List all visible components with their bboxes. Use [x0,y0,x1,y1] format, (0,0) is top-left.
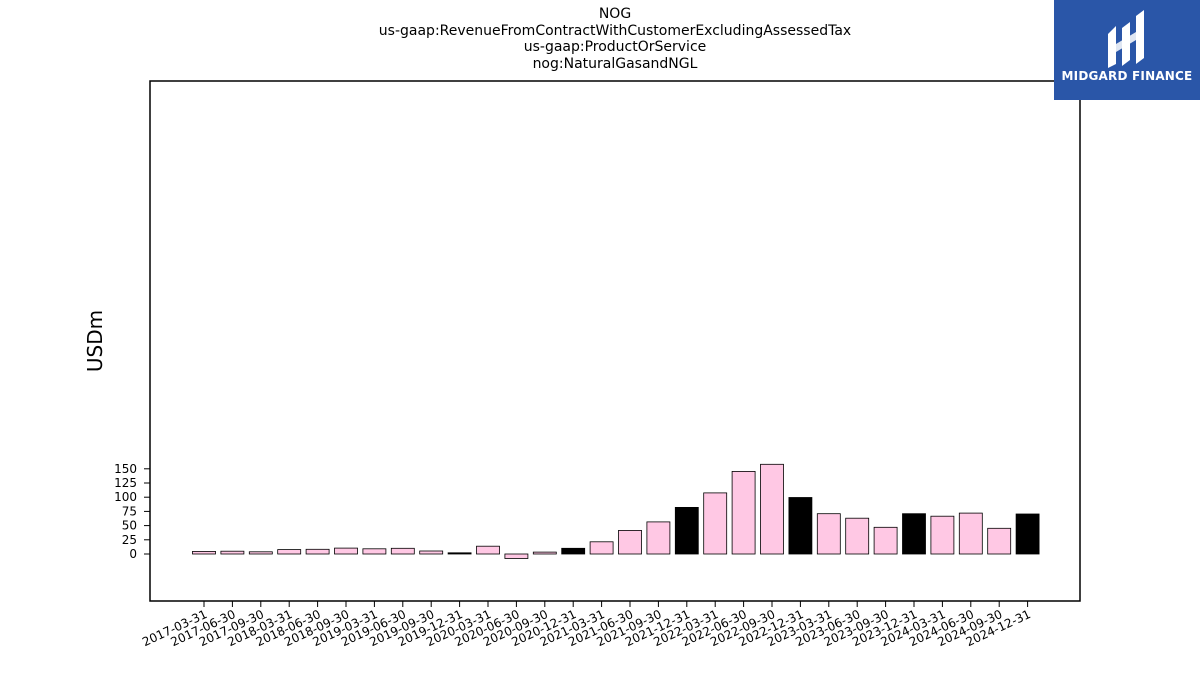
bars-group [192,463,1040,559]
bar-2018-03-31 [277,549,302,555]
bar-2023-12-31 [902,513,926,555]
bar-2019-06-30 [390,547,415,555]
title-line-concept: us-gaap:RevenueFromContractWithCustomerE… [378,22,852,39]
title-line-member: nog:NaturalGasandNGL [532,55,698,72]
y-axis-label: USDm [83,310,107,372]
bar-2021-09-30 [646,521,671,555]
bar-2020-06-30 [504,553,529,559]
bar-2022-03-31 [703,492,728,555]
y-tick-label: 125 [114,476,137,490]
logo-text: MIDGARD FINANCE [1061,69,1193,83]
x-axis: 2017-03-312017-06-302017-09-302018-03-31… [140,601,1033,649]
bar-2020-03-31 [476,545,500,555]
bar-2024-06-30 [958,512,983,555]
bar-2019-12-31 [447,552,472,555]
bar-2020-09-30 [532,551,557,555]
bar-2018-09-30 [334,547,358,555]
bar-2019-09-30 [419,550,444,555]
bar-2022-06-30 [731,470,756,555]
y-tick-label: 150 [114,462,137,476]
bar-2022-09-30 [760,463,784,555]
bar-2024-12-31 [1015,513,1040,555]
logo-mark-icon [1108,10,1144,68]
bar-2021-12-31 [674,506,699,555]
bar-2017-03-31 [192,551,216,555]
bar-2019-03-31 [362,548,387,555]
title-line-axis: us-gaap:ProductOrService [523,39,707,55]
y-tick-label: 100 [114,490,137,504]
title-line-ticker: NOG [598,6,632,22]
bar-2017-09-30 [248,551,273,555]
y-tick-label: 75 [122,504,137,518]
y-tick-label: 0 [129,547,137,561]
bar-2023-06-30 [845,517,870,555]
bar-2020-12-31 [561,547,586,555]
bar-2023-03-31 [816,513,841,555]
bar-2021-06-30 [618,530,642,555]
bar-2022-12-31 [788,497,813,555]
chart-title: NOG us-gaap:RevenueFromContractWithCusto… [0,6,1200,72]
bar-2018-06-30 [305,548,330,555]
y-tick-label: 50 [122,519,137,533]
y-tick-label: 25 [122,533,137,547]
plot-frame [149,80,1081,602]
bar-2023-09-30 [873,526,898,555]
bar-2017-06-30 [220,550,245,555]
bar-2024-09-30 [987,527,1012,555]
bar-2021-03-31 [589,541,614,555]
bar-2024-03-31 [930,515,955,555]
midgard-finance-logo: MIDGARD FINANCE [1054,0,1200,100]
